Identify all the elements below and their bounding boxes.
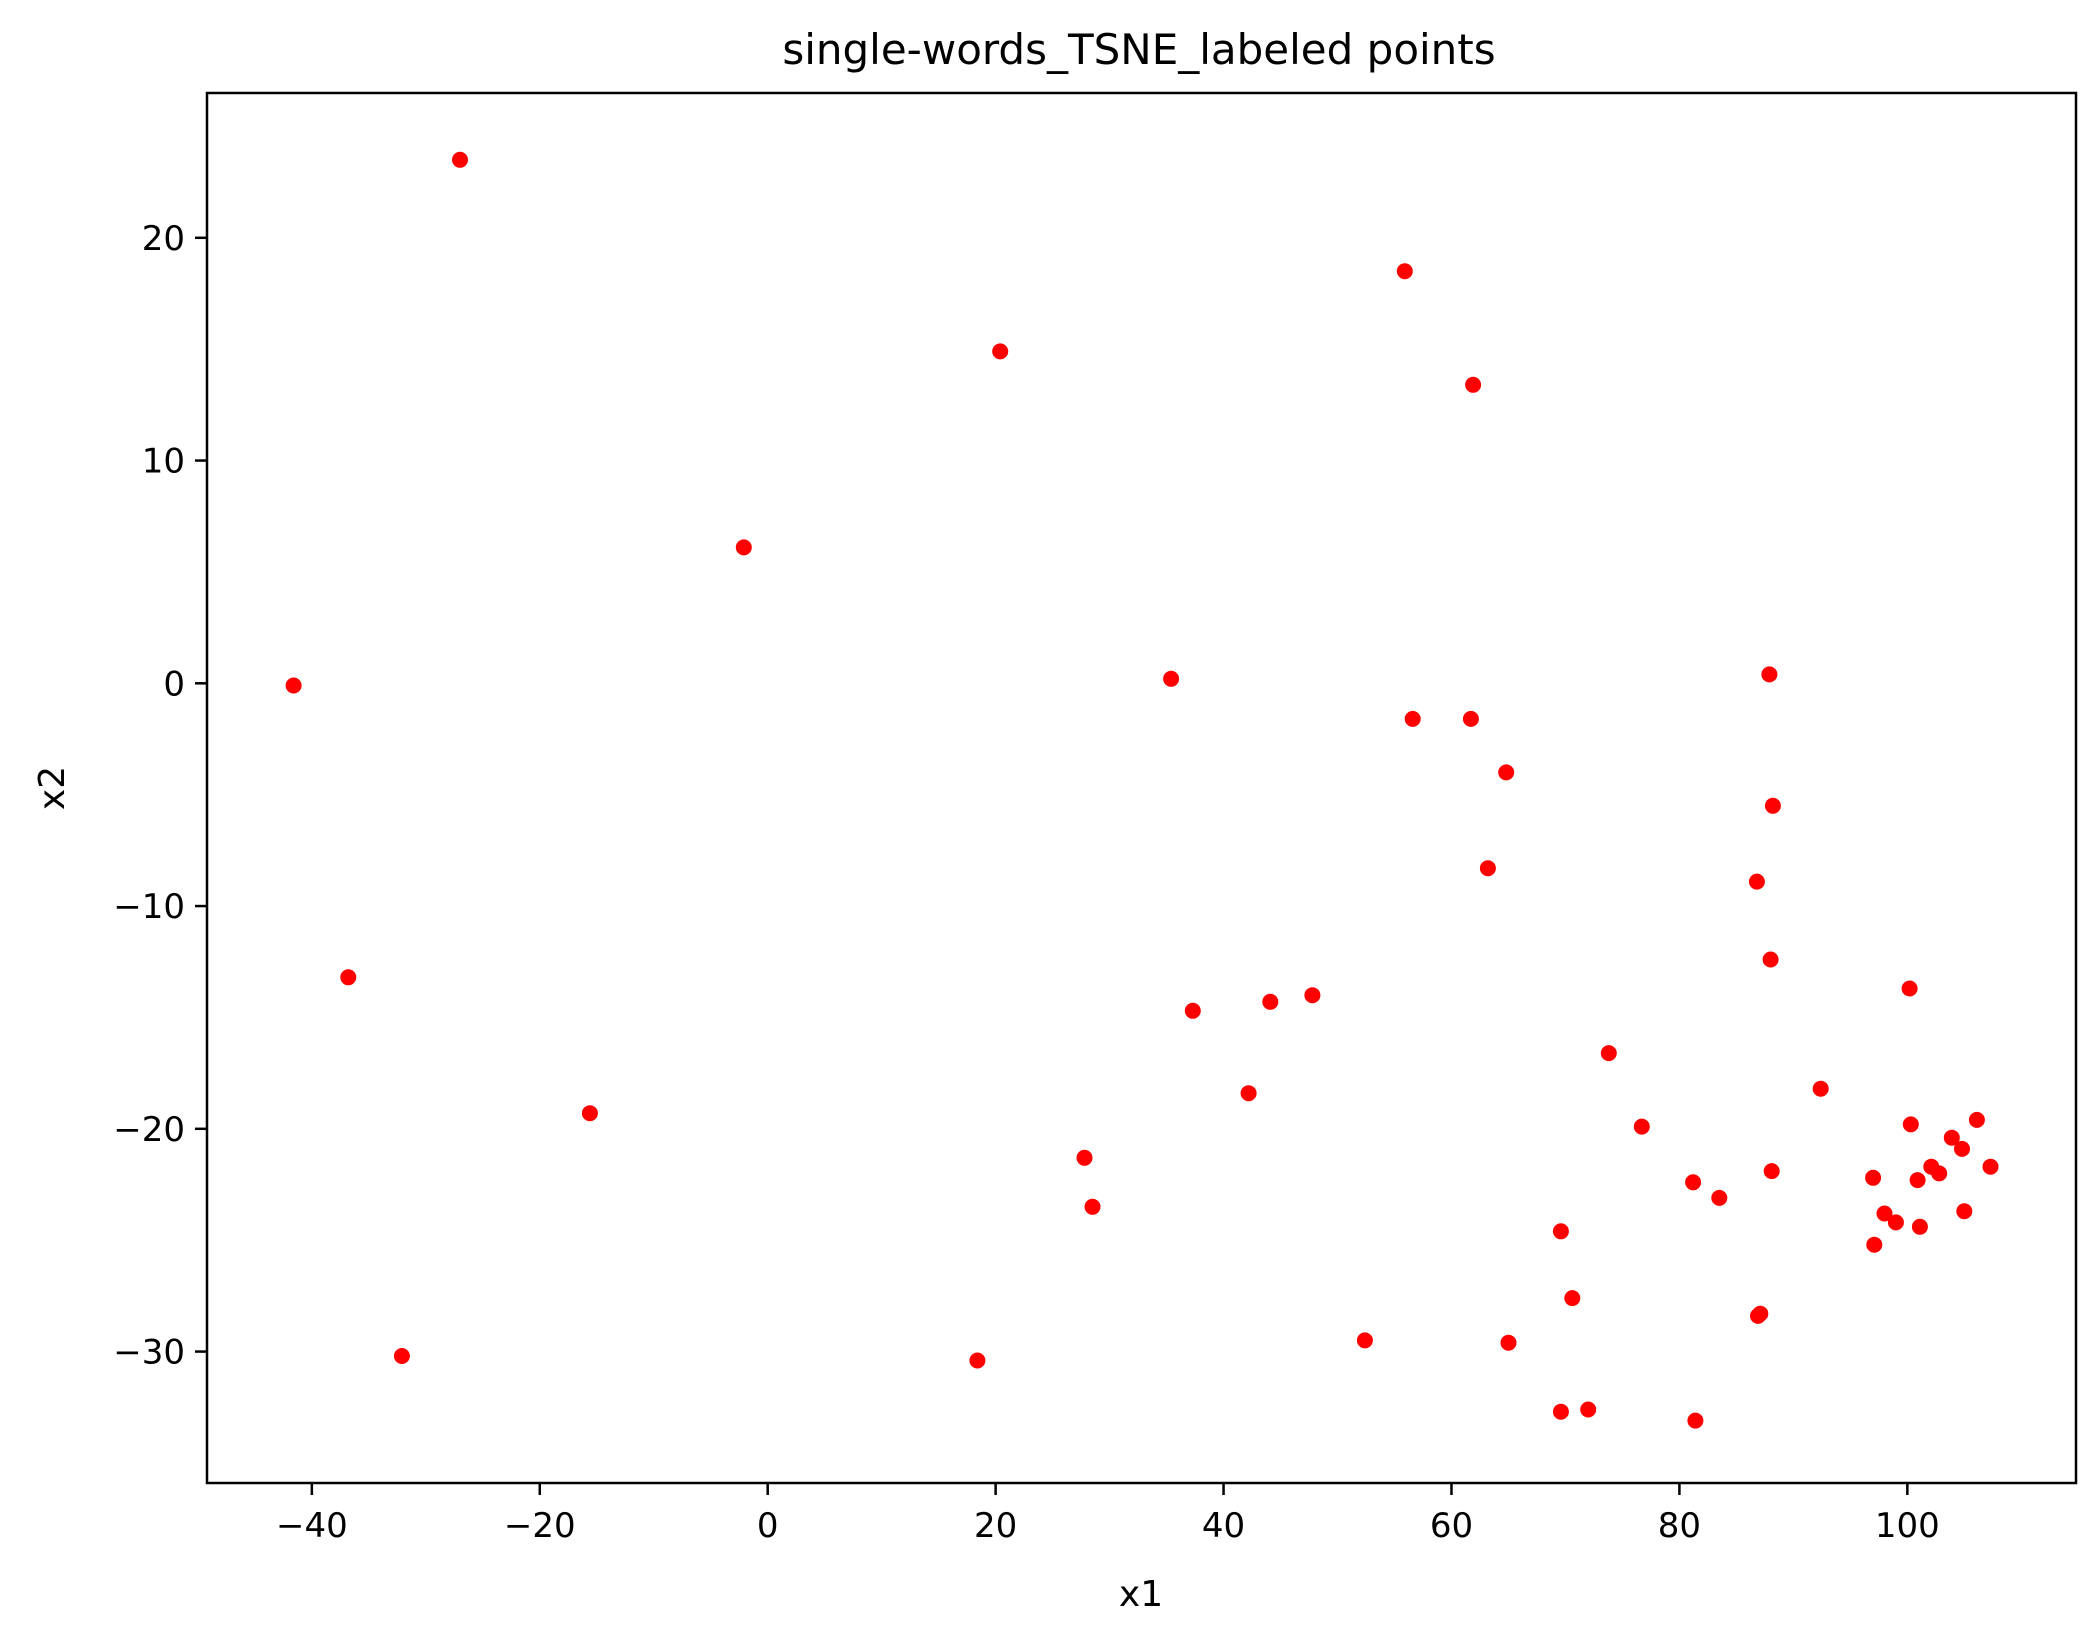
data-point-29 [1633, 1118, 1650, 1135]
data-point-18 [1404, 710, 1421, 727]
data-point-48 [1911, 1218, 1928, 1235]
data-point-37 [1762, 951, 1779, 968]
data-point-7 [992, 343, 1009, 360]
data-point-28 [1600, 1045, 1617, 1062]
data-point-50 [1931, 1165, 1948, 1182]
data-point-35 [1752, 1305, 1769, 1322]
data-point-17 [1396, 263, 1413, 280]
data-point-5 [581, 1105, 598, 1122]
data-point-46 [1902, 1116, 1919, 1133]
x-tick-label: 40 [1202, 1506, 1245, 1546]
data-point-19 [1462, 710, 1479, 727]
data-point-3 [340, 969, 357, 986]
y-tick-label: −10 [113, 887, 185, 927]
data-point-45 [1901, 980, 1918, 997]
data-point-14 [1262, 993, 1279, 1010]
axes-frame [205, 91, 2078, 1485]
data-point-41 [1865, 1169, 1882, 1186]
x-axis-label: x1 [1119, 1574, 1163, 1615]
data-point-42 [1866, 1236, 1883, 1253]
data-point-8 [969, 1352, 986, 1369]
x-axis: −40 −20 0 20 40 60 80 100 [276, 1483, 1940, 1546]
data-point-11 [1163, 670, 1180, 687]
x-tick-label: 0 [757, 1506, 779, 1546]
data-point-51 [1943, 1129, 1960, 1146]
data-point-38 [1763, 1163, 1780, 1180]
data-point-27 [1580, 1401, 1597, 1418]
data-point-23 [1500, 1334, 1517, 1351]
data-point-54 [1968, 1111, 1985, 1128]
y-tick-label: 0 [163, 664, 185, 704]
data-point-4 [393, 1348, 410, 1364]
data-point-1 [285, 677, 302, 694]
y-tick-label: −20 [113, 1110, 185, 1150]
data-point-32 [1711, 1189, 1728, 1206]
y-tick-label: 20 [142, 219, 185, 259]
data-point-53 [1956, 1203, 1973, 1220]
data-point-9 [1076, 1149, 1093, 1166]
data-point-36 [1761, 666, 1778, 683]
data-point-47 [1909, 1172, 1926, 1189]
x-tick-label: 20 [974, 1506, 1017, 1546]
data-point-2 [452, 151, 468, 168]
x-tick-label: −20 [504, 1506, 576, 1546]
data-point-39 [1764, 797, 1781, 814]
data-point-30 [1685, 1174, 1702, 1191]
data-point-20 [1465, 376, 1482, 393]
data-point-25 [1552, 1403, 1569, 1420]
data-point-33 [1748, 873, 1765, 890]
chart-title: single-words_TSNE_labeled points [782, 25, 1495, 74]
x-tick-label: 100 [1875, 1506, 1940, 1546]
data-point-31 [1687, 1412, 1704, 1429]
data-point-26 [1564, 1290, 1581, 1307]
data-point-13 [1240, 1085, 1257, 1102]
y-tick-label: −30 [113, 1333, 185, 1373]
x-tick-label: −40 [276, 1506, 348, 1546]
data-point-6 [735, 539, 752, 556]
plot-area [285, 151, 1999, 1429]
data-point-12 [1184, 1002, 1201, 1019]
x-tick-label: 60 [1430, 1506, 1473, 1546]
data-point-44 [1887, 1214, 1904, 1231]
data-point-22 [1498, 764, 1515, 781]
data-point-16 [1356, 1332, 1373, 1349]
y-tick-label: 10 [142, 442, 185, 482]
data-point-15 [1304, 987, 1321, 1004]
data-point-10 [1084, 1198, 1101, 1215]
data-point-24 [1552, 1223, 1569, 1240]
x-tick-label: 80 [1658, 1506, 1701, 1546]
data-point-43 [1876, 1205, 1893, 1222]
y-axis-label: x2 [32, 766, 73, 810]
data-point-21 [1479, 860, 1496, 877]
data-point-55 [1982, 1158, 1999, 1175]
data-point-40 [1812, 1080, 1829, 1097]
data-point-52 [1954, 1140, 1970, 1157]
y-axis: 20 10 0 −10 −20 −30 [113, 219, 207, 1373]
